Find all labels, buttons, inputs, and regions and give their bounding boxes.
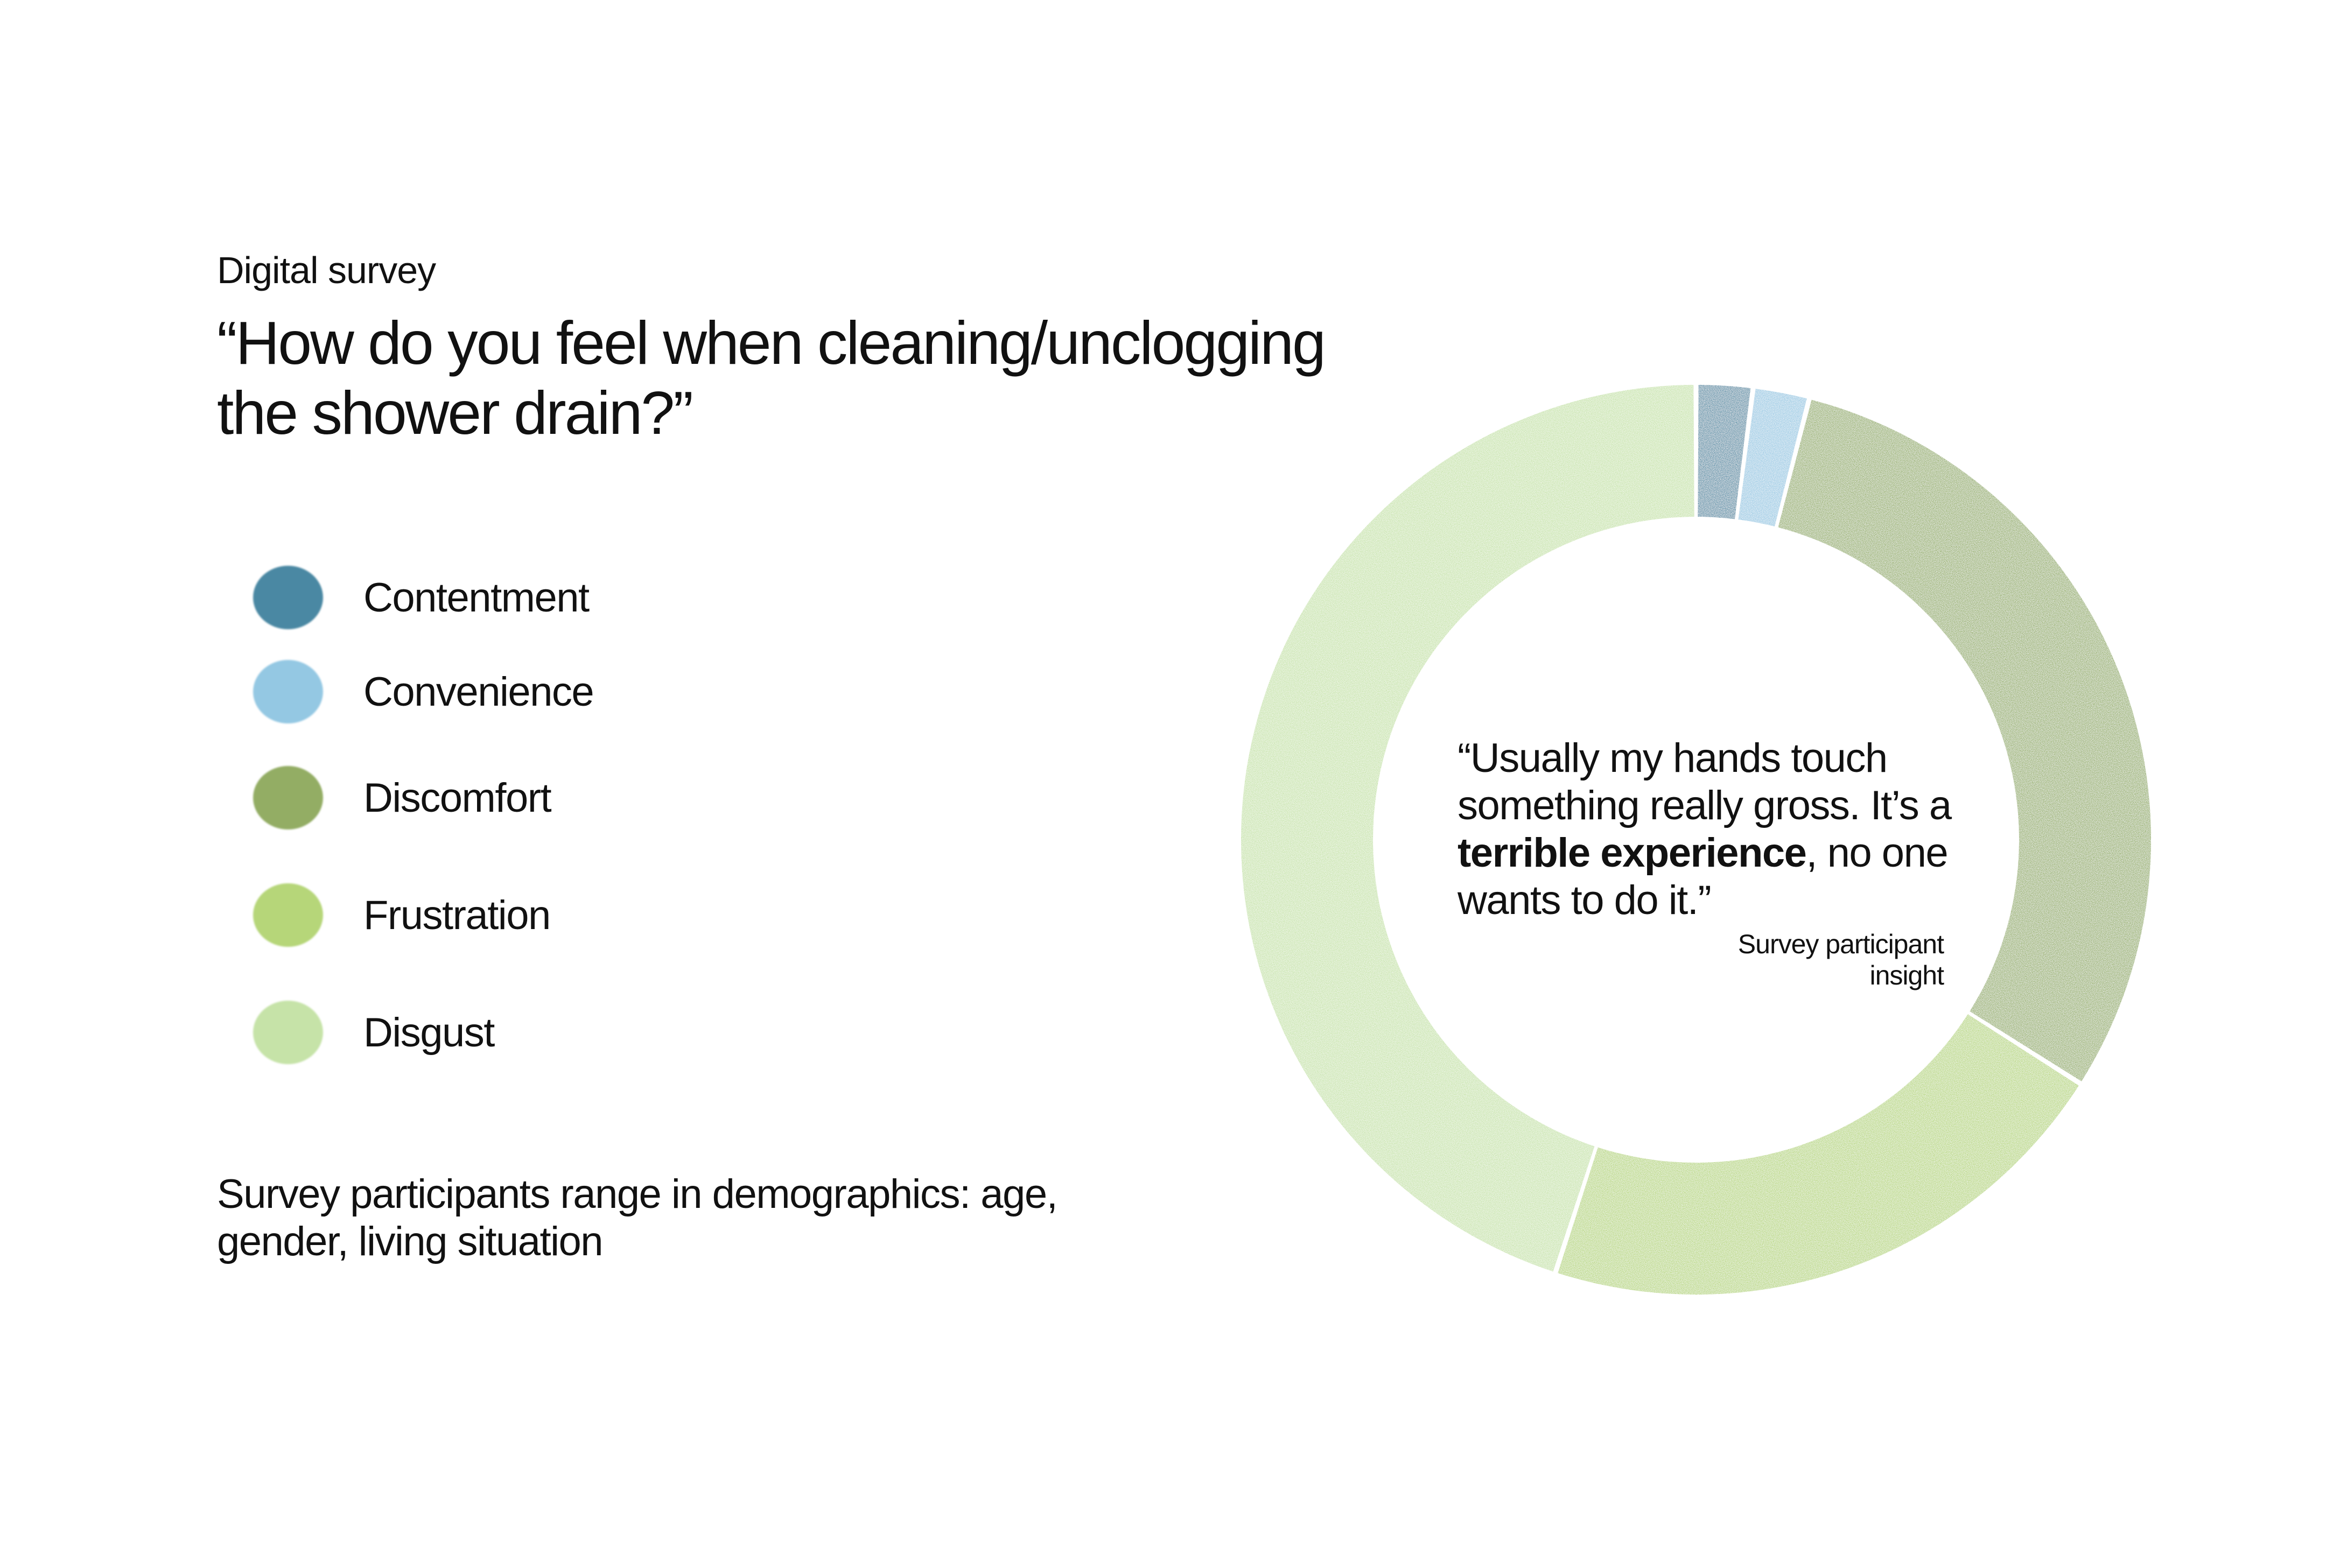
legend-label-contentment: Contentment: [363, 574, 590, 621]
quote-text-end: , no one wants to do it.”: [1458, 830, 1949, 923]
legend-swatch-discomfort: [253, 766, 323, 829]
donut-slice-frustration: [1558, 1014, 2079, 1295]
legend-item-frustration: Frustration: [253, 877, 551, 953]
legend-item-convenience: Convenience: [253, 654, 594, 729]
legend-swatch-disgust: [253, 1001, 323, 1064]
legend-label-convenience: Convenience: [363, 669, 594, 715]
quote-source: Survey participant insight: [1738, 929, 1944, 990]
donut-slice-convenience: [1738, 389, 1807, 527]
participant-quote: “Usually my hands touch something really…: [1458, 735, 1974, 924]
survey-question: “How do you feel when cleaning/uncloggin…: [217, 309, 1326, 447]
quote-emphasis: terrible experience: [1458, 830, 1807, 876]
legend-item-disgust: Disgust: [253, 995, 495, 1070]
donut-slice-contentment: [1698, 385, 1751, 519]
legend-label-disgust: Disgust: [363, 1009, 495, 1056]
legend-item-discomfort: Discomfort: [253, 760, 552, 835]
donut-slice-disgust: [1241, 385, 1694, 1272]
legend-swatch-contentment: [253, 566, 323, 629]
legend-item-contentment: Contentment: [253, 560, 590, 635]
demographics-note: Survey participants range in demographic…: [217, 1171, 1058, 1264]
legend-swatch-convenience: [253, 660, 323, 723]
survey-eyebrow: Digital survey: [217, 249, 436, 291]
donut-slice-discomfort: [1778, 399, 2152, 1081]
quote-text-start: “Usually my hands touch something really…: [1458, 735, 1952, 828]
legend-swatch-frustration: [253, 883, 323, 947]
legend-label-discomfort: Discomfort: [363, 775, 552, 821]
legend-label-frustration: Frustration: [363, 892, 551, 938]
